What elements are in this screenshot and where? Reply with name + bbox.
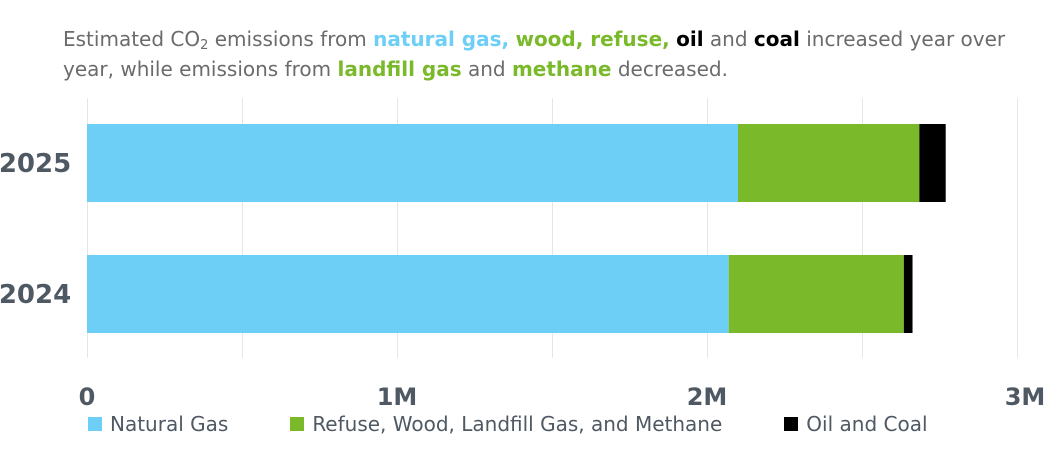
subtitle-highlight-coal: coal	[753, 27, 800, 51]
bar-2024-oil-and-coal	[903, 255, 913, 333]
legend-swatch-refuse-wood	[290, 417, 305, 431]
subtitle-highlight-oil: oil	[676, 27, 704, 51]
chart-subtitle: Estimated CO2 emissions from natural gas…	[63, 27, 1006, 81]
legend-swatch-oil-coal	[784, 417, 799, 431]
subtitle-highlight-natural-gas: natural gas,	[373, 27, 510, 51]
x-tick-label-0: 0	[79, 383, 96, 411]
legend-item-oil-coal: Oil and Coal	[784, 412, 928, 436]
x-tick-label-3m: 3M	[1005, 383, 1046, 411]
legend-label-natural-gas: Natural Gas	[110, 412, 229, 436]
subtitle-highlight-methane: methane	[511, 57, 612, 81]
legend-label-refuse-wood: Refuse, Wood, Landfill Gas, and Methane	[312, 412, 723, 436]
bar-2024-natural-gas	[87, 255, 729, 333]
legend-label-oil-coal: Oil and Coal	[806, 412, 928, 436]
subtitle-highlight-landfill-gas: landfill gas	[337, 57, 462, 81]
x-tick-label-1m: 1M	[377, 383, 418, 411]
category-label-2025: 2025	[0, 149, 71, 179]
chart-legend: Natural Gas Refuse, Wood, Landfill Gas, …	[88, 410, 928, 438]
legend-item-refuse-wood: Refuse, Wood, Landfill Gas, and Methane	[290, 412, 722, 436]
legend-item-natural-gas: Natural Gas	[88, 412, 228, 436]
legend-swatch-natural-gas	[88, 417, 102, 431]
category-label-2024: 2024	[0, 280, 71, 310]
bar-2025-natural-gas	[87, 124, 738, 202]
bar-2025-refuse-wood-landfill-gas-and-methane	[738, 124, 920, 202]
bar-2024-refuse-wood-landfill-gas-and-methane	[728, 255, 904, 333]
bar-2025-oil-and-coal	[919, 124, 946, 202]
subtitle-highlight-wood-refuse: wood, refuse,	[515, 27, 670, 51]
x-tick-label-2m: 2M	[687, 383, 728, 411]
